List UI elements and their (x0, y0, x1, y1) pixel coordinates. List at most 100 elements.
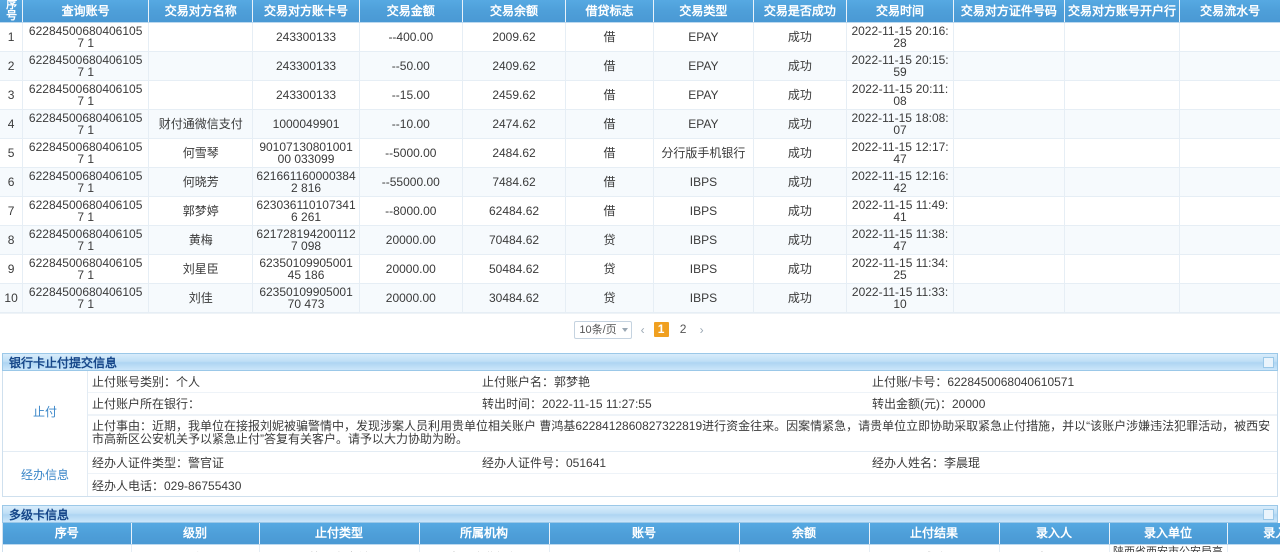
table-row[interactable]: 8 622845006804061057 1 黄梅 6217281942001127 … (0, 225, 1280, 255)
card-cell-balance (739, 544, 870, 552)
multi-card-header: 序号 级别 止付类型 所属机构 账号 余额 止付结果 录入人 录入单位 录入时间 (3, 523, 1280, 545)
txn-cell-success: 成功 (753, 225, 847, 255)
th-card-type[interactable]: 止付类型 (259, 523, 420, 545)
table-row[interactable]: 9 622845006804061057 1 刘星臣 6235010990500145… (0, 254, 1280, 284)
txn-cell-balance: 70484.62 (462, 225, 567, 255)
txn-cell-counterparty-id (953, 254, 1065, 284)
txn-cell-serial-no (1179, 167, 1280, 197)
table-row[interactable]: 3 622845006804061057 1 243300133 --15.00 245… (0, 80, 1280, 110)
txn-cell-counterparty-card: 6235010990500145 186 (252, 254, 360, 284)
th-txn-time[interactable]: 交易时间 (846, 0, 955, 23)
txn-cell-balance: 7484.62 (462, 167, 567, 197)
txn-cell-txn-type: EPAY (653, 80, 754, 110)
table-row[interactable]: 7 622845006804061057 1 郭梦婷 6230361101073416… (0, 196, 1280, 226)
section-spacer-2 (0, 497, 1280, 505)
th-amount[interactable]: 交易金额 (359, 0, 463, 23)
txn-cell-counterparty-card: 6230361101073416 261 (252, 196, 360, 226)
th-card-result[interactable]: 止付结果 (869, 523, 1000, 545)
txn-cell-txn-type: EPAY (653, 51, 754, 81)
info-field-left: 经办人证件类型：警官证 (92, 456, 225, 470)
table-row[interactable]: 6 622845006804061057 1 何晓芳 6216611600003842… (0, 167, 1280, 197)
pagination: 10条/页 ‹ 1 2 › (0, 313, 1280, 345)
th-balance[interactable]: 交易余额 (462, 0, 567, 23)
txn-cell-query-account: 622845006804061057 1 (22, 109, 150, 139)
txn-cell-counterparty-name: 郭梦婷 (148, 196, 254, 226)
th-card-org[interactable]: 所属机构 (419, 523, 550, 545)
txn-cell-seq: 2 (0, 51, 24, 81)
txn-cell-counterparty-id (953, 109, 1065, 139)
txn-cell-serial-no (1179, 196, 1280, 226)
table-row[interactable]: 1一级第三方止付中国农业银行6228412860827322819 成功李晨琨陕西… (3, 544, 1280, 552)
txn-cell-counterparty-bank (1064, 138, 1181, 168)
th-success[interactable]: 交易是否成功 (753, 0, 847, 23)
txn-cell-balance: 62484.62 (462, 196, 567, 226)
chevron-down-icon (621, 327, 628, 332)
info-field-line: 经办人电话：029-86755430 (88, 474, 1277, 496)
th-card-account[interactable]: 账号 (549, 523, 740, 545)
card-cell-result: 成功 (869, 544, 1000, 552)
txn-cell-query-account: 622845006804061057 1 (22, 80, 150, 110)
th-card-balance[interactable]: 余额 (739, 523, 870, 545)
txn-cell-counterparty-name: 刘佳 (148, 283, 254, 313)
th-counterparty-id[interactable]: 交易对方证件号码 (953, 0, 1065, 23)
txn-cell-serial-no (1179, 138, 1280, 168)
txn-cell-amount: 20000.00 (359, 254, 463, 284)
th-counterparty-name[interactable]: 交易对方名称 (148, 0, 254, 23)
prev-page-icon[interactable]: ‹ (640, 322, 645, 337)
table-row[interactable]: 4 622845006804061057 1 财付通微信支付 1000049901 --… (0, 109, 1280, 139)
txn-cell-dc-flag: 贷 (565, 283, 654, 313)
table-row[interactable]: 1 622845006804061057 1 243300133 --400.00 20… (0, 22, 1280, 52)
info-field-mid: 经办人证件号：051641 (482, 456, 607, 470)
txn-cell-counterparty-id (953, 22, 1065, 52)
txn-cell-counterparty-id (953, 225, 1065, 255)
th-txn-type[interactable]: 交易类型 (653, 0, 754, 23)
multi-card-title-text: 多级卡信息 (9, 508, 70, 522)
txn-cell-balance: 30484.62 (462, 283, 567, 313)
txn-cell-dc-flag: 借 (565, 167, 654, 197)
multi-card-body: 1一级第三方止付中国农业银行6228412860827322819 成功李晨琨陕西… (3, 544, 1280, 552)
collapse-icon[interactable] (1263, 509, 1274, 520)
collapse-icon[interactable] (1263, 357, 1274, 368)
info-field-left: 止付账号类别：个人 (92, 375, 201, 389)
txn-cell-seq: 3 (0, 80, 24, 110)
txn-cell-query-account: 622845006804061057 1 (22, 283, 150, 313)
txn-cell-seq: 1 (0, 22, 24, 52)
txn-cell-txn-type: IBPS (653, 225, 754, 255)
th-counterparty-bank[interactable]: 交易对方账号开户行 (1064, 0, 1181, 23)
th-card-level[interactable]: 级别 (131, 523, 260, 545)
txn-cell-amount: --15.00 (359, 80, 463, 110)
txn-cell-amount: --5000.00 (359, 138, 463, 168)
txn-cell-counterparty-id (953, 51, 1065, 81)
txn-cell-amount: --50.00 (359, 51, 463, 81)
txn-cell-success: 成功 (753, 283, 847, 313)
page-button-1[interactable]: 1 (653, 322, 669, 337)
table-row[interactable]: 2 622845006804061057 1 243300133 --50.00 240… (0, 51, 1280, 81)
info-field-line: 止付账号类别：个人 止付账户名：郭梦艳 止付账/卡号：622845006804061… (88, 371, 1277, 393)
table-row[interactable]: 5 622845006804061057 1 何雪琴 9010713080100100… (0, 138, 1280, 168)
th-counterparty-card[interactable]: 交易对方账卡号 (252, 0, 360, 23)
txn-cell-txn-type: EPAY (653, 109, 754, 139)
multi-card-panel: 多级卡信息 序号 级别 止付类型 所属机构 账号 余额 止付结果 录入人 录入单… (2, 505, 1280, 552)
txn-cell-success: 成功 (753, 80, 847, 110)
page-size-select[interactable]: 10条/页 (574, 320, 632, 339)
th-card-unit[interactable]: 录入单位 (1109, 523, 1228, 545)
txn-cell-amount: --10.00 (359, 109, 463, 139)
page-button-2[interactable]: 2 (679, 322, 687, 336)
txn-cell-time: 2022-11-15 12:16:42 (846, 167, 955, 197)
stop-payment-reason-text: 止付事由：近期，我单位在接报刘妮被骗警情中，发现涉案人员利用贵单位相关账户 曹鸿… (88, 415, 1277, 451)
th-query-account[interactable]: 查询账号 (22, 0, 150, 23)
txn-cell-counterparty-bank (1064, 225, 1181, 255)
th-dc-flag[interactable]: 借贷标志 (565, 0, 654, 23)
txn-cell-dc-flag: 借 (565, 109, 654, 139)
card-cell-org: 中国农业银行 (419, 544, 550, 552)
th-card-seq[interactable]: 序号 (3, 523, 132, 545)
table-row[interactable]: 10 622845006804061057 1 刘佳 6235010990500170… (0, 283, 1280, 313)
txn-cell-seq: 10 (0, 283, 24, 313)
txn-cell-query-account: 622845006804061057 1 (22, 254, 150, 284)
next-page-icon[interactable]: › (699, 322, 704, 337)
th-serial-no[interactable]: 交易流水号 (1179, 0, 1280, 23)
stop-payment-panel: 银行卡止付提交信息 止付 止付账号类别：个人 止付账户名：郭梦艳 止付账/卡号：622… (2, 353, 1278, 497)
th-card-time[interactable]: 录入时间 (1227, 523, 1280, 545)
th-card-operator[interactable]: 录入人 (999, 523, 1110, 545)
th-seq[interactable]: 序号 (0, 0, 24, 23)
